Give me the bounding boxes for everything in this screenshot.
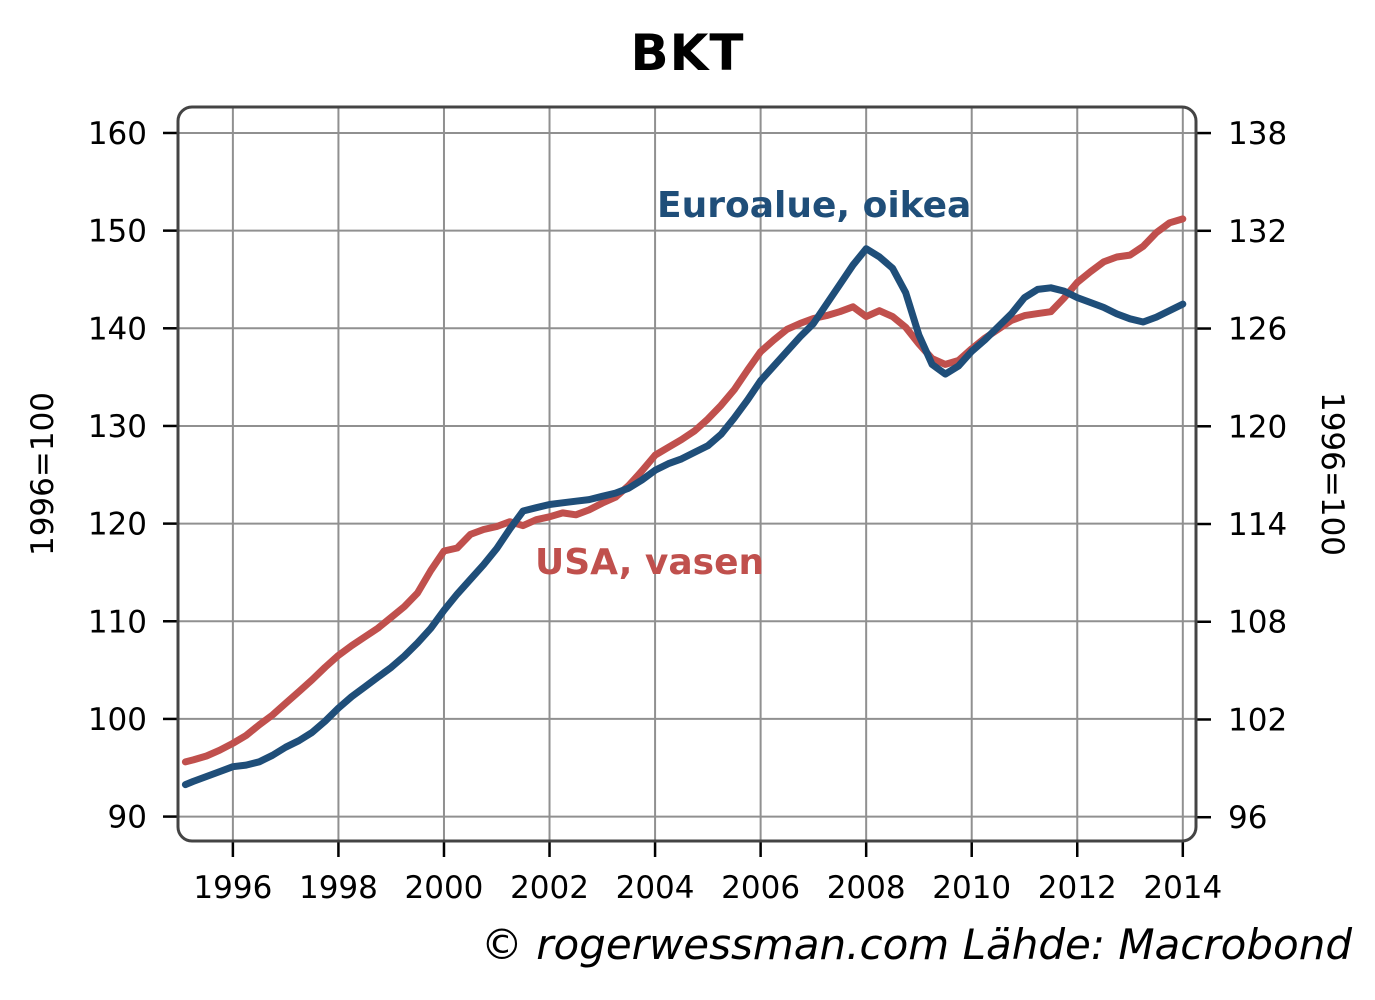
left-axis-title: 1996=100 [25, 391, 61, 557]
left-tick-label: 150 [88, 214, 147, 250]
plot-frame [176, 105, 1198, 843]
x-tick-label: 2008 [827, 870, 906, 906]
x-tick-label: 2002 [510, 870, 589, 906]
right-tick-label: 120 [1228, 409, 1287, 445]
x-tick-label: 2012 [1038, 870, 1117, 906]
series-line-euroalue [181, 245, 1187, 789]
left-tick-label: 160 [88, 116, 147, 152]
left-tick-label: 140 [88, 311, 147, 347]
right-tick-label: 138 [1228, 116, 1287, 152]
right-tick-label: 114 [1228, 507, 1287, 543]
x-tick-label: 2010 [932, 870, 1011, 906]
series-label-euroalue: Euroalue, oikea [657, 185, 972, 226]
series-label-usa: USA, vasen [535, 542, 765, 583]
left-tick-label: 100 [88, 702, 147, 738]
source-credit: © rogerwessman.com Lähde: Macrobond [480, 920, 1352, 969]
x-tick-label: 2006 [721, 870, 800, 906]
x-tick-label: 2014 [1143, 870, 1222, 906]
left-tick-label: 110 [88, 604, 147, 640]
right-axis-title: 1996=100 [1314, 391, 1350, 557]
left-tick-label: 120 [88, 507, 147, 543]
left-tick-label: 130 [88, 409, 147, 445]
chart-title: BKT [630, 24, 745, 82]
right-tick-label: 102 [1228, 702, 1287, 738]
x-tick-label: 1996 [193, 870, 272, 906]
right-tick-label: 96 [1228, 800, 1267, 836]
x-tick-label: 2000 [405, 870, 484, 906]
right-tick-label: 126 [1228, 312, 1287, 348]
left-tick-label: 90 [108, 800, 147, 836]
series-line-usa [181, 215, 1187, 766]
x-tick-label: 2004 [616, 870, 695, 906]
right-tick-label: 108 [1228, 605, 1287, 641]
right-tick-label: 132 [1228, 214, 1287, 250]
x-tick-label: 1998 [299, 870, 378, 906]
